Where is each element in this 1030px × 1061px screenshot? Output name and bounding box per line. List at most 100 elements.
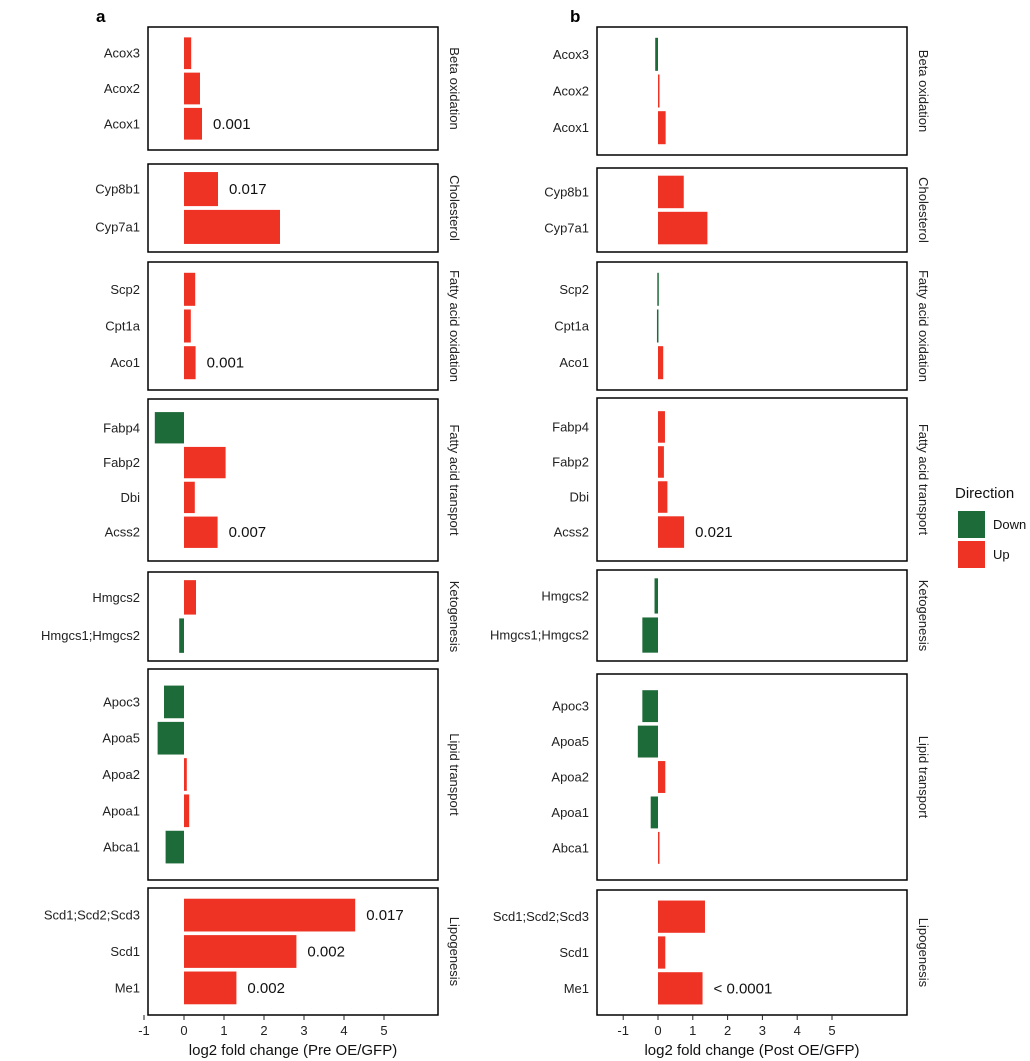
gene-label-a-acox2: Acox2 xyxy=(104,81,140,96)
x-tick-label-b-1: 0 xyxy=(654,1023,661,1038)
bar-a-cyp7a1 xyxy=(184,209,280,244)
pvalue-label-a-aco1: 0.001 xyxy=(207,355,245,372)
pvalue-label-a-acox1: 0.001 xyxy=(213,116,251,133)
bar-b-scd1 xyxy=(658,936,666,969)
bar-b-me1 xyxy=(658,972,703,1005)
gene-label-b-acox2: Acox2 xyxy=(553,84,589,99)
strip-label-a-beta-oxidation: Beta oxidation xyxy=(447,47,462,129)
bar-b-dbi xyxy=(658,481,668,513)
bar-a-hmgcs1-hmgcs2 xyxy=(179,618,184,653)
gene-label-a-apoa1: Apoa1 xyxy=(102,803,140,818)
panel-a-fatty-acid-oxidation-frame xyxy=(147,261,439,391)
x-tick-label-b-4: 3 xyxy=(759,1023,766,1038)
strip-label-a-fatty-acid-transport: Fatty acid transport xyxy=(447,424,462,536)
panel-a-ketogenesis-frame xyxy=(147,571,439,662)
bar-a-apoa5 xyxy=(157,721,184,755)
bar-a-apoa1 xyxy=(184,794,190,828)
x-axis-title-b: log2 fold change (Post OE/GFP) xyxy=(644,1042,859,1059)
pvalue-label-b-acss2: 0.021 xyxy=(695,524,733,541)
panel-letter-b: b xyxy=(570,7,580,26)
x-tick-label-b-0: -1 xyxy=(617,1023,629,1038)
bar-a-aco1 xyxy=(184,346,196,380)
panel-a-cholesterol-frame xyxy=(147,163,439,253)
bar-b-apoa5 xyxy=(637,725,658,758)
gene-label-b-aco1: Aco1 xyxy=(559,355,589,370)
gene-label-a-aco1: Aco1 xyxy=(110,355,140,370)
gene-label-a-apoc3: Apoc3 xyxy=(103,694,140,709)
panel-b-lipid-transport-frame xyxy=(596,673,908,881)
bar-b-aco1 xyxy=(658,346,664,380)
gene-label-a-me1: Me1 xyxy=(115,980,140,995)
bar-a-fabp2 xyxy=(184,446,226,479)
bar-b-acox2 xyxy=(658,74,660,108)
strip-label-a-lipogenesis: Lipogenesis xyxy=(447,917,462,987)
x-tick-label-a-5: 4 xyxy=(340,1023,347,1038)
strip-label-b-lipogenesis: Lipogenesis xyxy=(916,918,931,988)
gene-label-a-cpt1a: Cpt1a xyxy=(105,319,140,334)
gene-label-a-apoa5: Apoa5 xyxy=(102,731,140,746)
bar-b-acox1 xyxy=(658,111,666,145)
gene-label-b-acss2: Acss2 xyxy=(554,525,589,540)
bar-a-abca1 xyxy=(165,830,184,864)
bar-b-acss2 xyxy=(658,516,685,548)
gene-label-b-apoa1: Apoa1 xyxy=(551,805,589,820)
bar-a-scd1 xyxy=(184,935,297,968)
gene-label-b-apoa2: Apoa2 xyxy=(551,770,589,785)
bar-a-acox2 xyxy=(184,72,200,105)
panel-b-beta-oxidation-frame xyxy=(596,26,908,156)
panel-a-lipid-transport-frame xyxy=(147,668,439,881)
gene-label-a-hmgcs1-hmgcs2: Hmgcs1;Hmgcs2 xyxy=(41,628,140,643)
bar-a-apoc3 xyxy=(164,685,184,719)
gene-label-b-fabp4: Fabp4 xyxy=(552,419,589,434)
pvalue-label-a-acss2: 0.007 xyxy=(229,524,267,541)
bar-b-apoa1 xyxy=(650,796,658,829)
bar-b-acox3 xyxy=(655,37,658,71)
gene-label-b-acox3: Acox3 xyxy=(553,47,589,62)
gene-label-a-scd1-scd2-scd3: Scd1;Scd2;Scd3 xyxy=(44,908,140,923)
gene-label-b-me1: Me1 xyxy=(564,981,589,996)
gene-label-a-abca1: Abca1 xyxy=(103,840,140,855)
x-tick-label-a-0: -1 xyxy=(138,1023,150,1038)
bar-b-apoc3 xyxy=(642,690,658,723)
panel-a-beta-oxidation-frame xyxy=(147,26,439,151)
bar-b-fabp2 xyxy=(658,446,664,478)
bar-a-scp2 xyxy=(184,272,196,306)
bar-b-scd1-scd2-scd3 xyxy=(658,900,705,933)
bar-b-cyp8b1 xyxy=(658,175,684,209)
gene-label-b-hmgcs2: Hmgcs2 xyxy=(541,588,589,603)
bar-a-acss2 xyxy=(184,516,218,548)
strip-label-b-cholesterol: Cholesterol xyxy=(916,177,931,243)
bar-a-cpt1a xyxy=(184,309,191,343)
panel-a-lipogenesis-frame xyxy=(147,887,439,1016)
panel-b-ketogenesis-frame xyxy=(596,569,908,662)
bar-a-scd1-scd2-scd3 xyxy=(184,898,356,932)
x-tick-label-a-3: 2 xyxy=(260,1023,267,1038)
panel-a-fatty-acid-transport-frame xyxy=(147,398,439,562)
gene-label-a-cyp8b1: Cyp8b1 xyxy=(95,182,140,197)
gene-label-a-fabp2: Fabp2 xyxy=(103,455,140,470)
pvalue-label-a-scd1: 0.002 xyxy=(307,944,345,961)
gene-label-b-scd1: Scd1 xyxy=(559,945,589,960)
panel-b-lipogenesis-frame xyxy=(596,889,908,1016)
bar-a-acox1 xyxy=(184,107,202,140)
bar-b-cpt1a xyxy=(656,309,659,343)
x-tick-label-b-6: 5 xyxy=(828,1023,835,1038)
gene-label-b-fabp2: Fabp2 xyxy=(552,454,589,469)
legend-title: Direction xyxy=(955,485,1014,502)
gene-label-a-acox1: Acox1 xyxy=(104,116,140,131)
x-tick-label-a-1: 0 xyxy=(180,1023,187,1038)
gene-label-a-hmgcs2: Hmgcs2 xyxy=(92,590,140,605)
strip-label-b-fatty-acid-transport: Fatty acid transport xyxy=(916,424,931,536)
gene-label-b-acox1: Acox1 xyxy=(553,120,589,135)
gene-label-b-abca1: Abca1 xyxy=(552,840,589,855)
legend-swatch-down xyxy=(958,511,985,538)
strip-label-b-fatty-acid-oxidation: Fatty acid oxidation xyxy=(916,270,931,382)
gene-label-b-scd1-scd2-scd3: Scd1;Scd2;Scd3 xyxy=(493,909,589,924)
bar-a-me1 xyxy=(184,971,237,1005)
gene-label-b-cpt1a: Cpt1a xyxy=(554,319,589,334)
bar-a-acox3 xyxy=(184,37,192,70)
bar-a-dbi xyxy=(184,481,195,514)
gene-label-b-hmgcs1-hmgcs2: Hmgcs1;Hmgcs2 xyxy=(490,628,589,643)
pvalue-label-b-me1: < 0.0001 xyxy=(714,980,773,997)
